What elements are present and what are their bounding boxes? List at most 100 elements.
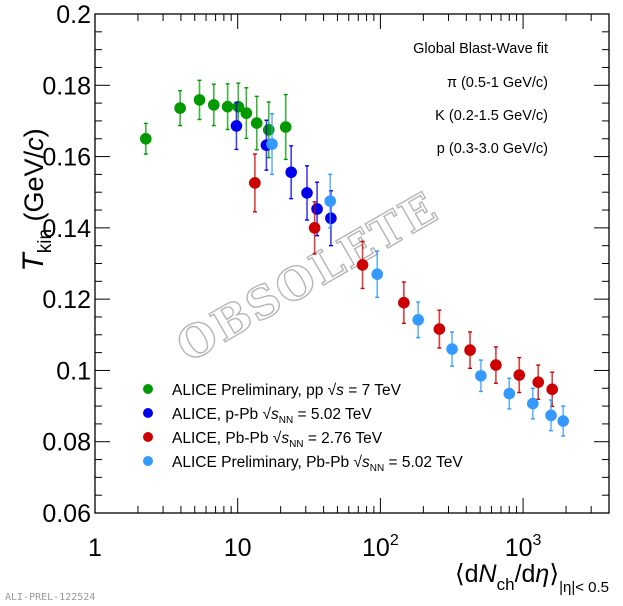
- legend-label-text: ALICE, Pb-Pb: [172, 430, 273, 447]
- y-tick-label: 0.12: [42, 286, 91, 314]
- marker: [221, 100, 234, 113]
- marker: [527, 397, 539, 410]
- x-tick-exponent: 2: [390, 532, 399, 549]
- y-title-unit-close: ): [19, 128, 49, 137]
- x-tick-base: 10: [224, 534, 252, 562]
- x-title-ch: ch: [497, 575, 515, 594]
- fit-annotation: Global Blast-Wave fit π (0.5-1 GeV/c) K …: [413, 41, 548, 157]
- legend: ALICE Preliminary, pp √s = 7 TeV ALICE, p…: [143, 382, 463, 474]
- data-point: [527, 387, 539, 420]
- legend-label-energy: = 5.02 TeV: [384, 454, 463, 471]
- x-tick-base: 1: [88, 534, 102, 562]
- data-point: [308, 201, 321, 255]
- y-title-c: c: [19, 137, 49, 151]
- y-tick-label: 0.14: [42, 215, 91, 243]
- data-point: [412, 301, 424, 339]
- data-marks: [140, 79, 569, 437]
- x-tick-label: 102: [362, 532, 399, 562]
- marker: [490, 359, 502, 371]
- x-title-sub: |η|< 0.5: [559, 579, 609, 596]
- y-tick-label: 0.1: [56, 357, 91, 385]
- y-tick-label: 0.16: [42, 144, 91, 172]
- x-title-eta: η: [535, 560, 549, 588]
- marker: [301, 187, 313, 199]
- marker: [324, 195, 337, 207]
- data-point: [285, 145, 297, 200]
- marker: [557, 415, 569, 427]
- legend-subscript: NN: [279, 415, 293, 426]
- annotation-line-2: π (0.5-1 GeV/c): [447, 75, 548, 91]
- marker: [285, 166, 297, 179]
- legend-item: ALICE Preliminary, pp √s = 7 TeV: [143, 382, 402, 399]
- marker: [356, 259, 369, 271]
- data-point: [249, 153, 261, 213]
- data-point: [433, 309, 446, 349]
- x-title-N: N: [479, 560, 498, 588]
- marker: [193, 94, 206, 106]
- data-point: [503, 377, 516, 410]
- legend-marker: [143, 456, 153, 466]
- y-tick-label: 0.18: [42, 72, 91, 100]
- legend-item: ALICE, p-Pb √sNN = 5.02 TeV: [143, 406, 372, 426]
- legend-energy-symbol: s: [281, 430, 289, 447]
- x-tick-exponent: 3: [533, 532, 542, 549]
- data-point: [446, 331, 458, 367]
- data-point: [279, 93, 292, 161]
- data-point: [398, 281, 410, 325]
- data-point: [464, 331, 476, 369]
- data-point: [240, 87, 253, 140]
- legend-label: ALICE Preliminary, Pb-Pb √sNN = 5.02 TeV: [172, 454, 463, 474]
- x-tick-base: 10: [362, 534, 390, 562]
- y-title-T: T: [17, 251, 50, 272]
- y-axis-tick-labels: 0.06 0.08 0.1 0.12 0.14 0.16 0.18 0.2: [42, 1, 91, 528]
- x-tick-base: 10: [505, 534, 533, 562]
- legend-label: ALICE, Pb-Pb √sNN = 2.76 TeV: [172, 430, 383, 450]
- figure-id: ALI-PREL-122524: [5, 592, 95, 603]
- data-point: [513, 356, 526, 394]
- legend-energy-symbol: s: [336, 382, 344, 399]
- legend-label: ALICE Preliminary, pp √s = 7 TeV: [172, 382, 402, 399]
- sqrt-symbol: √: [328, 382, 337, 399]
- y-tick-label: 0.08: [42, 429, 91, 457]
- series-4: [266, 113, 569, 437]
- data-point: [546, 371, 559, 408]
- data-point: [174, 89, 186, 127]
- marker: [412, 314, 424, 326]
- y-axis-title: Tkin (GeV/c): [17, 128, 56, 271]
- series-3: [249, 153, 559, 408]
- data-point: [301, 165, 313, 221]
- legend-subscript: NN: [370, 463, 384, 474]
- sqrt-symbol: √: [273, 430, 282, 447]
- marker: [371, 268, 384, 280]
- legend-item: ALICE Preliminary, Pb-Pb √sNN = 5.02 TeV: [143, 454, 463, 474]
- legend-energy-symbol: s: [271, 406, 279, 423]
- legend-label-text: ALICE Preliminary, Pb-Pb: [172, 454, 353, 471]
- x-tick-label: 10: [224, 534, 252, 562]
- legend-marker: [143, 432, 153, 442]
- marker: [545, 409, 557, 422]
- data-point: [490, 346, 502, 384]
- marker: [250, 117, 263, 129]
- legend-label: ALICE, p-Pb √sNN = 5.02 TeV: [172, 406, 372, 426]
- legend-label-energy: = 7 TeV: [344, 382, 402, 399]
- marker: [532, 376, 545, 388]
- marker: [546, 383, 559, 396]
- marker: [464, 344, 476, 356]
- legend-marker: [143, 408, 153, 418]
- y-tick-label: 0.2: [56, 1, 91, 29]
- sqrt-symbol: √: [353, 454, 362, 471]
- marker: [230, 120, 243, 132]
- annotation-line-4: p (0.3-3.0 GeV/c): [437, 141, 548, 157]
- data-point: [193, 79, 206, 121]
- x-axis-title: ⟨dNch/dη⟩|η|< 0.5: [455, 560, 609, 596]
- data-point: [545, 399, 557, 432]
- marker: [433, 323, 446, 335]
- sqrt-symbol: √: [262, 406, 271, 423]
- marker: [311, 203, 323, 215]
- marker: [279, 121, 292, 133]
- data-point: [250, 95, 263, 151]
- data-point: [532, 364, 545, 400]
- data-point: [221, 83, 234, 131]
- data-point: [475, 359, 487, 393]
- data-point: [266, 113, 278, 176]
